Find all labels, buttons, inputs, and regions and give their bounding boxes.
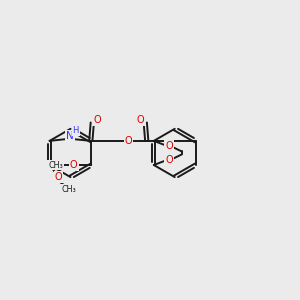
Text: O: O [125,136,132,146]
Text: O: O [136,115,144,125]
Text: CH₃: CH₃ [61,185,76,194]
Text: N: N [66,130,74,141]
Text: O: O [55,172,62,182]
Text: O: O [165,155,173,165]
Text: H: H [73,126,79,135]
Text: O: O [70,160,78,170]
Text: CH₃: CH₃ [48,160,63,169]
Text: O: O [93,115,101,125]
Text: O: O [165,141,173,151]
